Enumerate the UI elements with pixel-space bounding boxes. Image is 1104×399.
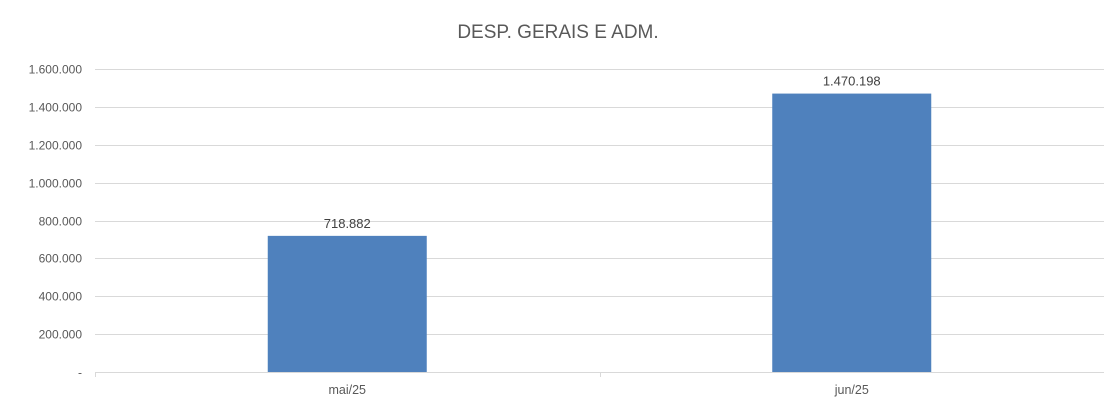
data-label: 718.882 — [324, 216, 371, 231]
y-tick-label: 1.000.000 — [29, 177, 83, 191]
y-tick-label: 200.000 — [39, 328, 83, 342]
data-label: 1.470.198 — [823, 74, 881, 89]
chart-title: DESP. GERAIS E ADM. — [457, 22, 658, 43]
x-axis: mai/25 jun/25 — [95, 372, 1104, 397]
y-tick-label: 800.000 — [39, 215, 83, 229]
y-tick-label: 1.400.000 — [29, 101, 83, 115]
y-tick-label: - — [78, 366, 82, 380]
bar — [267, 235, 427, 372]
bars — [267, 93, 932, 373]
x-category-label: mai/25 — [328, 383, 366, 397]
bar — [772, 93, 932, 373]
y-tick-label: 600.000 — [39, 252, 83, 266]
y-tick-label: 400.000 — [39, 290, 83, 304]
data-labels: 718.882 1.470.198 — [324, 74, 881, 231]
y-tick-label: 1.600.000 — [29, 63, 83, 77]
gridlines — [95, 69, 1104, 335]
y-tick-label: 1.200.000 — [29, 139, 83, 153]
x-category-label: jun/25 — [834, 383, 869, 397]
y-axis-tick-labels: - 200.000 400.000 600.000 800.000 1.000.000 1.… — [29, 63, 83, 380]
